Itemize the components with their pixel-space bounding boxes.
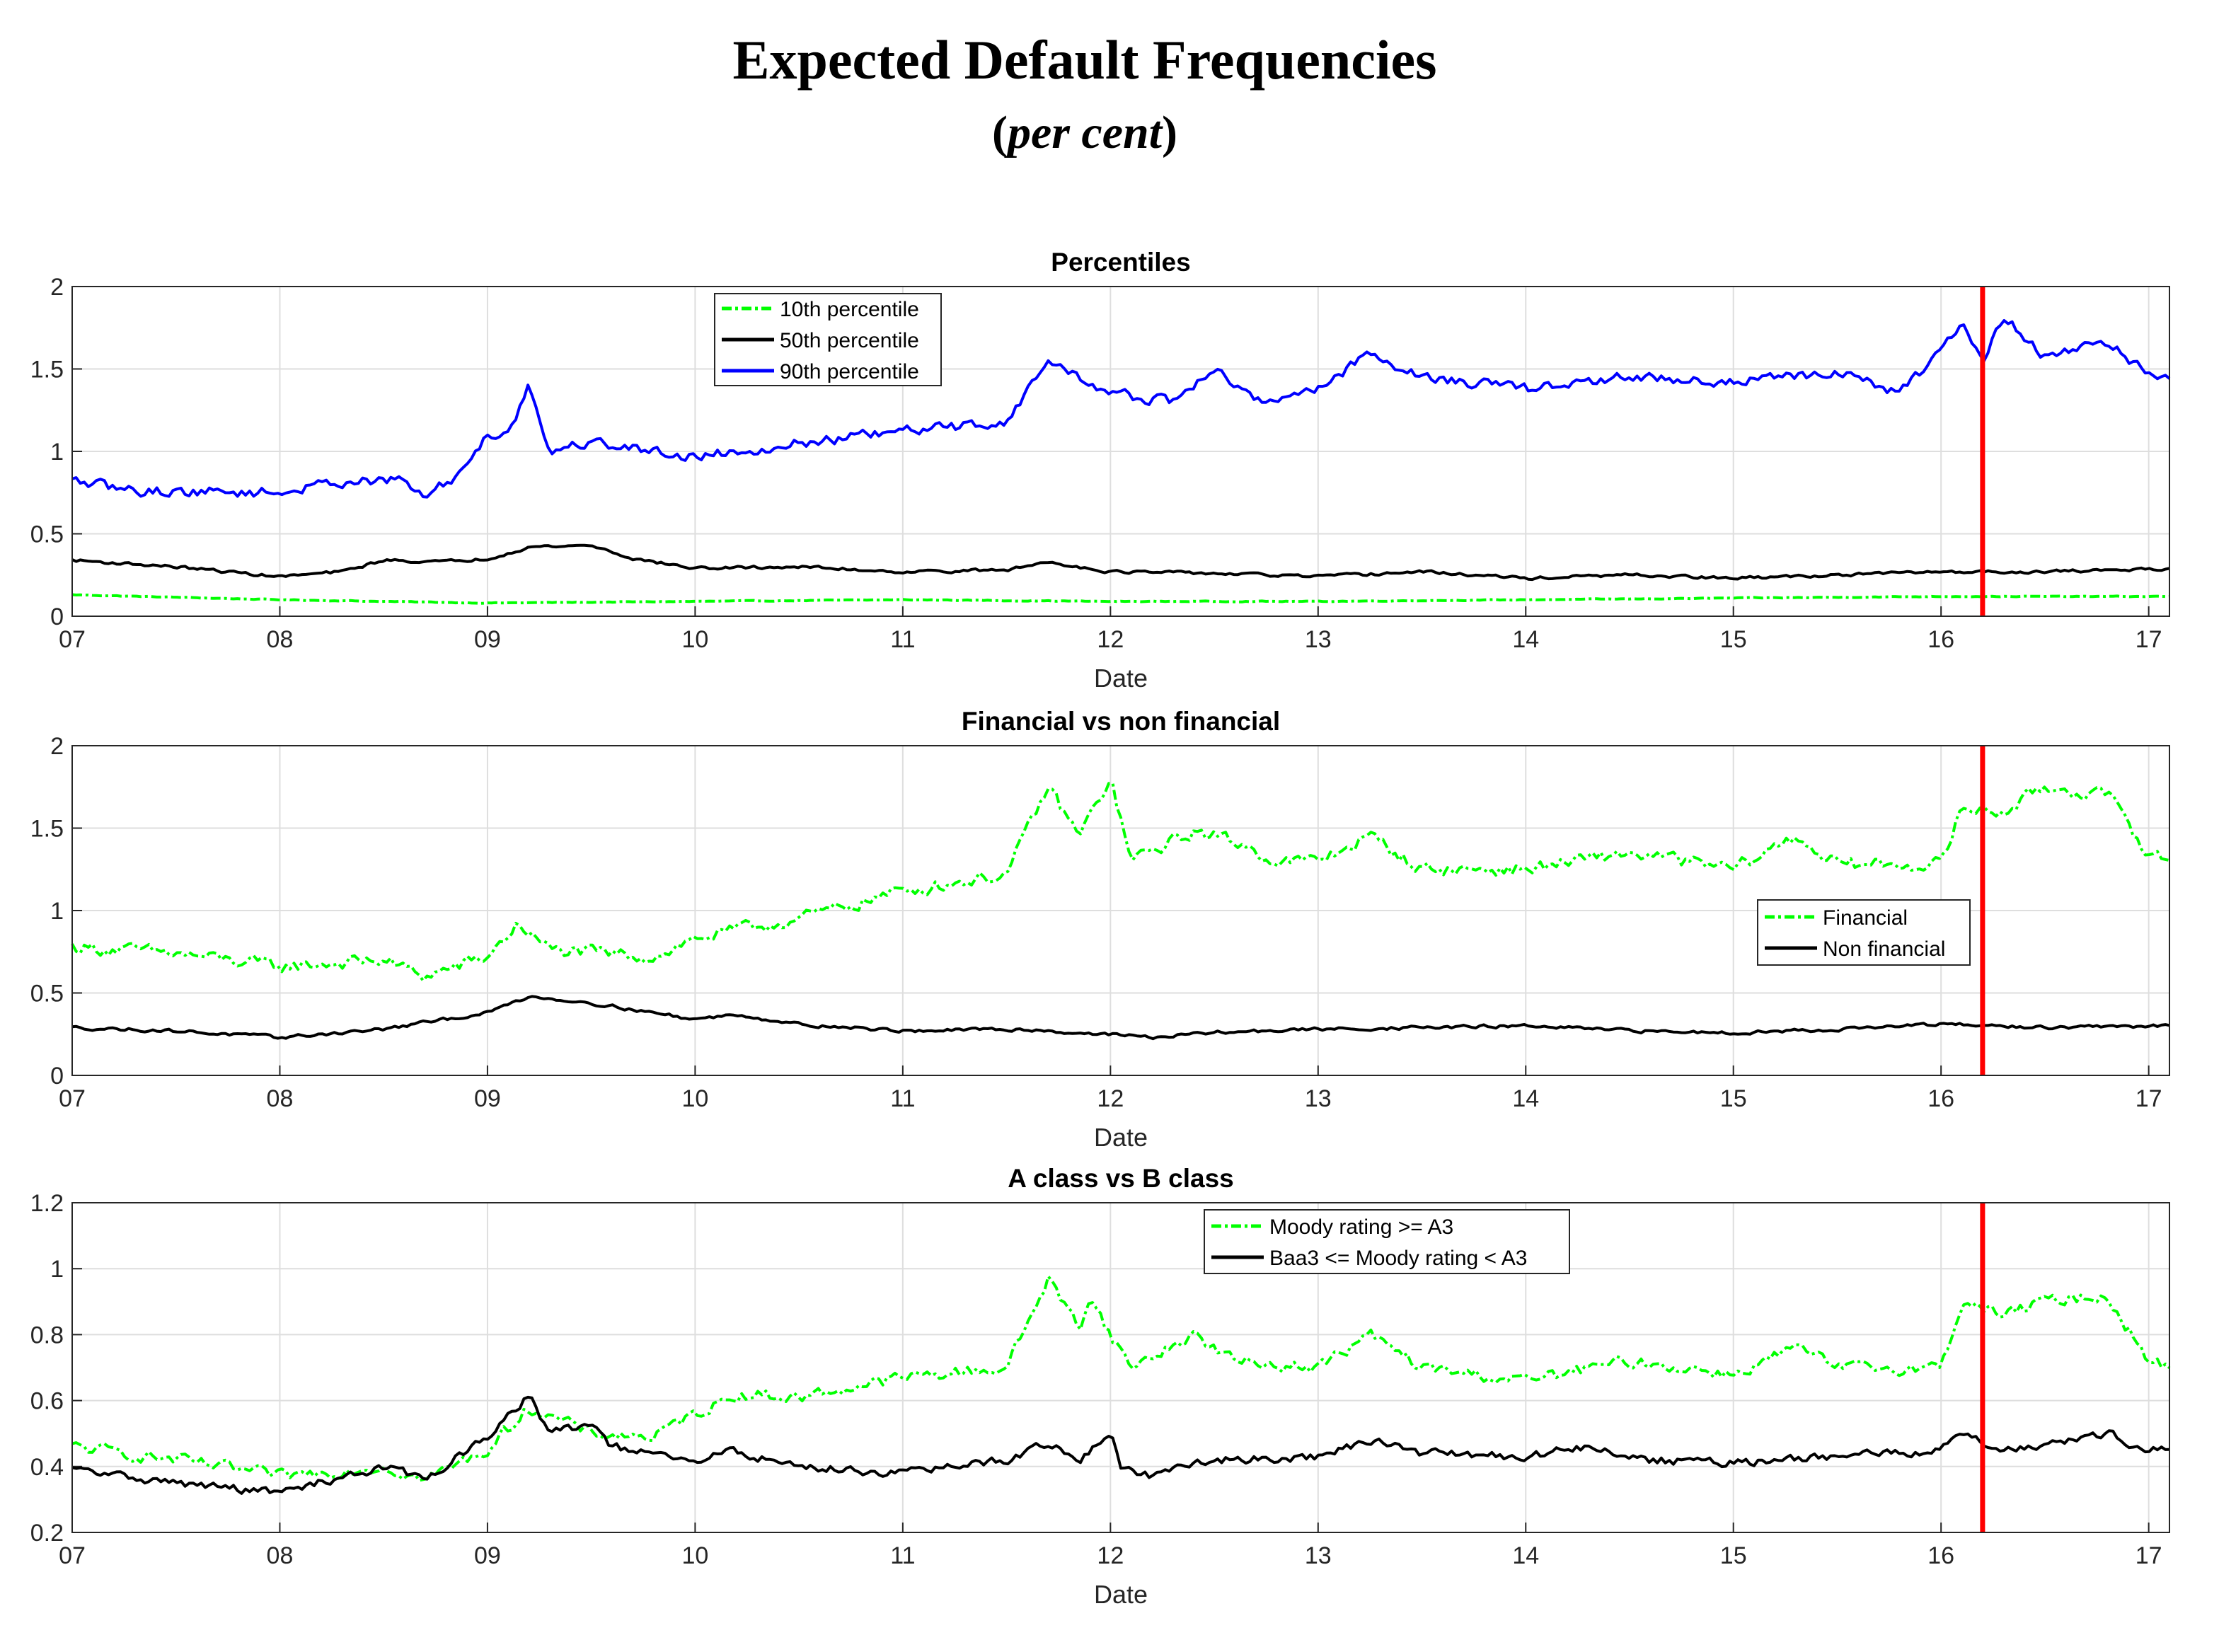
x-tick-label: 11 xyxy=(890,1085,915,1112)
legend-label: Financial xyxy=(1823,906,1908,930)
y-tick-label: 0 xyxy=(50,1063,64,1090)
x-tick-label: 13 xyxy=(1305,1542,1332,1569)
x-axis-title: Date xyxy=(1094,1580,1148,1609)
x-tick-label: 08 xyxy=(267,1542,294,1569)
x-tick-label: 10 xyxy=(681,1542,708,1569)
y-tick-label: 0 xyxy=(50,603,64,630)
y-tick-label: 0.6 xyxy=(30,1388,64,1415)
subtitle-close: ) xyxy=(1162,107,1178,158)
subtitle-italic: per cent xyxy=(1007,107,1163,158)
axes-box xyxy=(71,286,2170,617)
x-tick-label: 09 xyxy=(474,1542,501,1569)
axes-box xyxy=(71,745,2170,1076)
x-tick-label: 09 xyxy=(474,626,501,653)
x-tick-label: 07 xyxy=(59,626,86,653)
panel-title: Financial vs non financial xyxy=(962,707,1280,736)
subtitle-open: ( xyxy=(991,107,1008,158)
panel-title: Percentiles xyxy=(1051,248,1190,277)
legend-label: Non financial xyxy=(1823,937,1945,961)
x-tick-label: 14 xyxy=(1512,626,1539,653)
legend-label: Moody rating >= A3 xyxy=(1269,1215,1453,1239)
legend-label: 50th percentile xyxy=(780,329,919,352)
x-tick-label: 13 xyxy=(1305,626,1332,653)
main-title: Expected Default Frequencies xyxy=(732,29,1437,91)
y-tick-label: 1 xyxy=(50,898,64,925)
series-line-10th-percentile xyxy=(71,593,2170,605)
y-tick-label: 0.2 xyxy=(30,1520,64,1547)
x-tick-label: 07 xyxy=(59,1085,86,1112)
y-tick-label: 1 xyxy=(50,1256,64,1283)
x-tick-label: 12 xyxy=(1097,1085,1124,1112)
x-tick-label: 13 xyxy=(1305,1085,1332,1112)
y-tick-label: 0.5 xyxy=(30,981,64,1007)
y-tick-label: 1.5 xyxy=(30,816,64,843)
y-tick-label: 1 xyxy=(50,439,64,466)
x-tick-label: 15 xyxy=(1720,1542,1747,1569)
legend-label: Baa3 <= Moody rating < A3 xyxy=(1269,1247,1527,1270)
series-line-moody-rating-a3 xyxy=(71,1275,2171,1482)
y-tick-label: 0.5 xyxy=(30,521,64,548)
x-tick-label: 17 xyxy=(2136,626,2162,653)
legend-box xyxy=(1757,899,1971,966)
y-tick-label: 2 xyxy=(50,733,64,760)
legend-box xyxy=(1204,1209,1570,1274)
x-axis-title: Date xyxy=(1094,664,1148,693)
y-tick-label: 0.4 xyxy=(30,1454,64,1481)
x-tick-label: 15 xyxy=(1720,626,1747,653)
series-line-non-financial xyxy=(71,995,2170,1041)
main-subtitle: (per cent) xyxy=(0,106,2169,160)
series-line-90th-percentile xyxy=(71,319,2171,499)
x-tick-label: 14 xyxy=(1512,1542,1539,1569)
y-tick-label: 0.8 xyxy=(30,1322,64,1348)
series-line-baa3-moody-rating-a3 xyxy=(71,1395,2170,1495)
x-tick-label: 08 xyxy=(267,1085,294,1112)
x-tick-label: 16 xyxy=(1927,1542,1954,1569)
legend-label: 90th percentile xyxy=(780,360,919,383)
x-tick-label: 10 xyxy=(681,1085,708,1112)
x-tick-label: 11 xyxy=(890,626,915,653)
series-line-50th-percentile xyxy=(71,543,2170,582)
legend-label: 10th percentile xyxy=(780,298,919,321)
x-tick-label: 12 xyxy=(1097,626,1124,653)
series-line-financial xyxy=(71,782,2170,982)
x-tick-label: 15 xyxy=(1720,1085,1747,1112)
x-tick-label: 07 xyxy=(59,1542,86,1569)
axes-box xyxy=(71,1202,2170,1533)
y-tick-label: 1.2 xyxy=(30,1190,64,1217)
x-tick-label: 09 xyxy=(474,1085,501,1112)
x-tick-label: 08 xyxy=(267,626,294,653)
x-axis-title: Date xyxy=(1094,1123,1148,1152)
x-tick-label: 17 xyxy=(2136,1542,2162,1569)
x-tick-label: 17 xyxy=(2136,1085,2162,1112)
x-tick-label: 16 xyxy=(1927,1085,1954,1112)
y-tick-label: 1.5 xyxy=(30,357,64,383)
x-tick-label: 16 xyxy=(1927,626,1954,653)
y-tick-label: 2 xyxy=(50,274,64,301)
x-tick-label: 11 xyxy=(890,1542,915,1569)
x-tick-label: 10 xyxy=(681,626,708,653)
plot-area-3 xyxy=(72,1203,2169,1532)
x-tick-label: 14 xyxy=(1512,1085,1539,1112)
x-tick-label: 12 xyxy=(1097,1542,1124,1569)
panel-title: A class vs B class xyxy=(1008,1164,1234,1193)
